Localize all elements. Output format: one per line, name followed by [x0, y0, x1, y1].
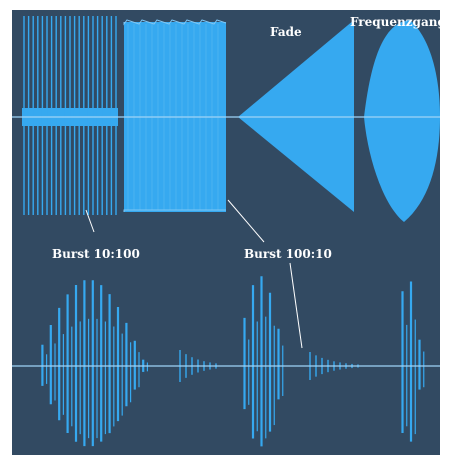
label-frequency-response: Frequenzgang	[350, 15, 440, 29]
pointer-burst-100-10-bottom	[289, 262, 303, 349]
top-block-bottom-edge	[123, 209, 226, 212]
pointer-burst-100-10-top	[227, 199, 265, 243]
pointer-burst-10-100	[85, 209, 95, 233]
oscilloscope-screen: Fade Frequenzgang Burst 10:100 Burst 100…	[12, 10, 440, 455]
frequency-envelope	[364, 20, 440, 222]
bottom-burst-10-100-trace	[41, 280, 217, 447]
frequency-response-trace	[364, 20, 440, 222]
top-burst-100-10-trace	[123, 19, 227, 212]
bottom-burst-tail-trace	[401, 281, 425, 442]
fade-envelope	[238, 20, 354, 212]
label-burst-10-100: Burst 10:100	[52, 247, 140, 261]
bottom-burst-100-10-trace	[243, 276, 359, 447]
top-block-top-edge	[123, 19, 227, 26]
top-burst-10-100-trace	[22, 16, 118, 215]
label-burst-100-10: Burst 100:10	[244, 247, 332, 261]
waveform-canvas: Fade Frequenzgang Burst 10:100 Burst 100…	[12, 15, 440, 447]
label-fade: Fade	[270, 25, 302, 39]
fade-trace	[238, 20, 354, 212]
